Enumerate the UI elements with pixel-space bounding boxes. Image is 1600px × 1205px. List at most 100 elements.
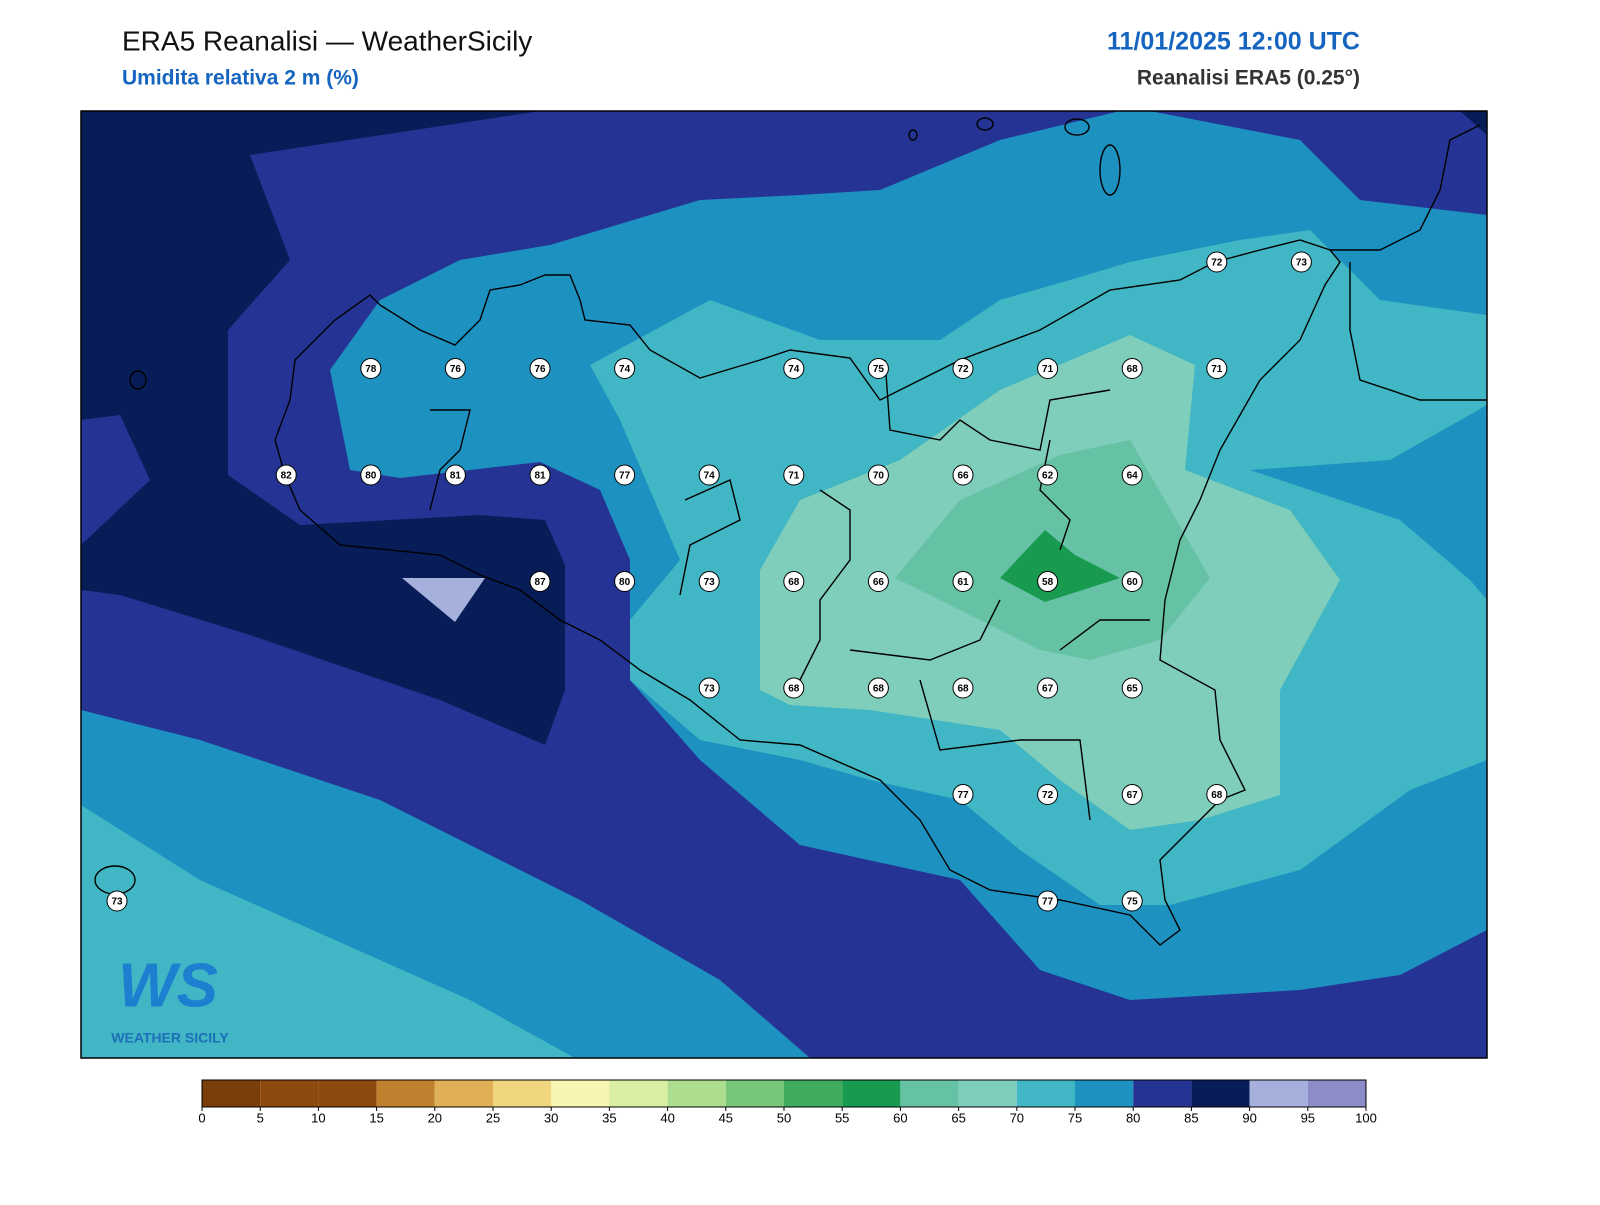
station-marker xyxy=(952,571,974,592)
colorbar-swatch xyxy=(318,1080,377,1107)
station-value: 73 xyxy=(111,897,123,908)
station-value: 78 xyxy=(365,364,377,375)
stations: 72 73 78 76 76 74 74 75 72 71 68 71 82 80 81 81 77 74 71 70… xyxy=(106,251,1312,912)
station-value: 77 xyxy=(619,471,631,482)
station-marker xyxy=(867,571,889,592)
station-value: 67 xyxy=(1042,684,1054,695)
colorbar-tick-label: 35 xyxy=(602,1110,616,1125)
title: ERA5 Reanalisi — WeatherSicily xyxy=(122,25,532,56)
station-marker xyxy=(614,571,636,592)
colorbar-swatch xyxy=(376,1080,435,1107)
station-value: 82 xyxy=(281,471,293,482)
colorbar-tick-label: 25 xyxy=(486,1110,500,1125)
station-value: 68 xyxy=(957,684,969,695)
station-marker xyxy=(1121,358,1143,379)
station-marker xyxy=(1206,784,1228,805)
colorbar-swatch xyxy=(1191,1080,1250,1107)
station-value: 58 xyxy=(1042,577,1054,588)
station-value: 74 xyxy=(704,471,716,482)
station-value: 80 xyxy=(619,577,631,588)
station-value: 81 xyxy=(450,471,462,482)
station-marker xyxy=(698,677,720,699)
station-value: 72 xyxy=(957,364,969,375)
station-marker xyxy=(783,571,805,592)
station-value: 64 xyxy=(1127,471,1139,482)
colorbar-swatch xyxy=(900,1080,959,1107)
station-value: 72 xyxy=(1211,258,1223,269)
station-value: 73 xyxy=(704,684,716,695)
station-value: 65 xyxy=(1127,684,1139,695)
colorbar-tick-label: 0 xyxy=(198,1110,205,1125)
colorbar-swatch xyxy=(609,1080,668,1107)
station-value: 87 xyxy=(534,577,546,588)
coastline xyxy=(274,239,1341,946)
station-marker xyxy=(275,464,297,486)
station-value: 71 xyxy=(1042,364,1054,375)
colorbar-tick-label: 30 xyxy=(544,1110,558,1125)
station-marker xyxy=(1037,784,1059,805)
station-marker xyxy=(698,464,720,486)
map-frame xyxy=(80,110,1488,1059)
station-marker xyxy=(783,358,805,379)
station-marker xyxy=(529,358,551,379)
island xyxy=(1099,144,1121,196)
colorbar-swatch xyxy=(260,1080,319,1107)
station-value: 77 xyxy=(957,790,969,801)
colorbar-tick-label: 85 xyxy=(1184,1110,1198,1125)
station-marker xyxy=(1037,677,1059,699)
borders xyxy=(429,359,1150,821)
source: Reanalisi ERA5 (0.25°) xyxy=(1137,67,1360,90)
station-marker xyxy=(106,890,128,912)
island xyxy=(1064,118,1090,136)
station-value: 67 xyxy=(1127,790,1139,801)
contour xyxy=(81,805,575,1058)
logo-mark: WS xyxy=(118,951,218,1020)
station-marker xyxy=(1206,358,1228,379)
colorbar-tick-label: 15 xyxy=(369,1110,383,1125)
colorbar-swatch xyxy=(958,1080,1017,1107)
colorbar-tick-label: 90 xyxy=(1242,1110,1256,1125)
station-marker xyxy=(783,677,805,699)
coastline xyxy=(1330,124,1487,401)
station-marker xyxy=(1121,677,1143,699)
station-marker xyxy=(1121,784,1143,805)
station-marker xyxy=(360,358,382,379)
colorbar-tick-label: 10 xyxy=(311,1110,325,1125)
station-marker xyxy=(952,358,974,379)
station-value: 75 xyxy=(873,364,885,375)
station-value: 60 xyxy=(1127,577,1139,588)
station-marker xyxy=(614,358,636,379)
station-marker xyxy=(783,464,805,486)
station-marker xyxy=(698,571,720,592)
colorbar-tick-label: 70 xyxy=(1010,1110,1024,1125)
colorbar-swatch xyxy=(1016,1080,1075,1107)
colorbar-swatch xyxy=(842,1080,901,1107)
station-marker xyxy=(1037,358,1059,379)
station-value: 66 xyxy=(873,577,885,588)
station-value: 76 xyxy=(534,364,546,375)
colorbar-swatch xyxy=(1133,1080,1192,1107)
station-value: 73 xyxy=(1296,258,1308,269)
map: 72 73 78 76 76 74 74 75 72 71 68 71 82 80 81 81 77 74 71 70… xyxy=(81,111,1487,1058)
colorbar-swatch xyxy=(725,1080,784,1107)
colorbar-swatch xyxy=(493,1080,552,1107)
station-marker xyxy=(1037,890,1059,912)
station-marker xyxy=(529,464,551,486)
station-marker xyxy=(1121,571,1143,592)
datetime: 11/01/2025 12:00 UTC xyxy=(1107,28,1360,56)
island xyxy=(976,117,994,131)
colorbar-tick-label: 75 xyxy=(1068,1110,1082,1125)
contour xyxy=(1000,530,1120,602)
station-marker xyxy=(360,464,382,486)
colorbar-tick-label: 20 xyxy=(428,1110,442,1125)
station-value: 73 xyxy=(704,577,716,588)
station-value: 80 xyxy=(365,471,377,482)
colorbar-swatch xyxy=(434,1080,493,1107)
station-value: 68 xyxy=(1127,364,1139,375)
station-marker xyxy=(529,571,551,592)
colorbar-tick-label: 40 xyxy=(660,1110,674,1125)
station-marker xyxy=(867,358,889,379)
colorbar-tick-label: 100 xyxy=(1355,1110,1377,1125)
station-marker xyxy=(444,464,466,486)
